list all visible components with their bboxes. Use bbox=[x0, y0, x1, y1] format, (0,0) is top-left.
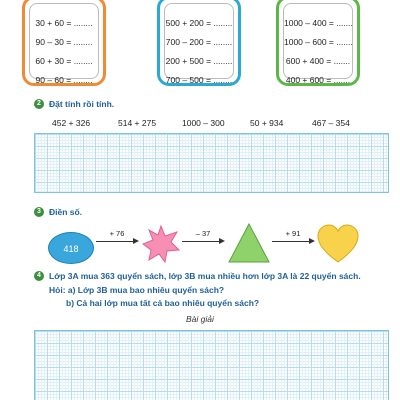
expression-1: 452 + 326 bbox=[52, 118, 91, 128]
question-3-title: Điền số. bbox=[49, 207, 83, 217]
solution-label: Bài giải bbox=[186, 314, 214, 324]
operation-1: + 76 bbox=[109, 229, 125, 238]
exercise-box-1: 30 + 60 = ........ 90 – 30 = ........ 60… bbox=[22, 0, 106, 86]
question-3-badge: 3 bbox=[34, 207, 44, 217]
box-3-row: 1000 – 400 = ....... bbox=[284, 18, 353, 28]
exercise-box-3: 1000 – 400 = ....... 1000 – 600 = ......… bbox=[276, 0, 360, 86]
box-1-row: 90 – 60 = ........ bbox=[35, 75, 93, 85]
arrow-3-head bbox=[309, 238, 315, 244]
expression-4: 50 + 934 bbox=[250, 118, 284, 128]
arrow-3-line bbox=[272, 241, 310, 242]
exercise-box-2: 500 + 200 = ........ 700 – 200 = .......… bbox=[157, 0, 241, 86]
start-value-oval: 418 bbox=[48, 232, 94, 264]
expression-3: 1000 – 300 bbox=[182, 118, 225, 128]
expression-5: 467 – 354 bbox=[312, 118, 350, 128]
box-2-row: 700 – 500 = ........ bbox=[165, 75, 233, 85]
arrow-2-line bbox=[182, 241, 220, 242]
box-2-row: 500 + 200 = ........ bbox=[165, 18, 233, 28]
triangle-answer-shape[interactable] bbox=[227, 222, 271, 264]
box-3-row: 400 + 600 = ....... bbox=[285, 75, 351, 85]
box-1-row: 90 – 30 = ........ bbox=[35, 37, 93, 47]
box-2-row: 700 – 200 = ........ bbox=[165, 37, 233, 47]
number-chain: 418 + 76 – 37 + 91 bbox=[0, 220, 400, 270]
question-4-problem: Lớp 3A mua 363 quyển sách, lớp 3B mua nh… bbox=[49, 271, 361, 281]
box-2-row: 200 + 500 = ........ bbox=[165, 56, 233, 66]
box-1-row: 60 + 30 = ........ bbox=[35, 56, 93, 66]
question-4-part-b: b) Cả hai lớp mua tất cả bao nhiêu quyển… bbox=[66, 298, 260, 308]
arrow-1-head bbox=[133, 238, 139, 244]
question-4-part-a: Hỏi: a) Lớp 3B mua bao nhiêu quyển sách? bbox=[49, 285, 225, 295]
question-2-title: Đặt tính rồi tính. bbox=[49, 99, 115, 109]
exercise-box-2-inner: 500 + 200 = ........ 700 – 200 = .......… bbox=[164, 3, 234, 85]
exercise-box-3-inner: 1000 – 400 = ....... 1000 – 600 = ......… bbox=[283, 3, 353, 85]
box-1-row: 30 + 60 = ........ bbox=[35, 18, 93, 28]
arrow-2-head bbox=[219, 238, 225, 244]
box-3-row: 1000 – 600 = ....... bbox=[284, 37, 353, 47]
star-answer-shape[interactable] bbox=[141, 224, 181, 264]
exercise-box-1-inner: 30 + 60 = ........ 90 – 30 = ........ 60… bbox=[29, 3, 99, 85]
working-grid-q2[interactable] bbox=[34, 133, 389, 193]
question-4-badge: 4 bbox=[34, 271, 44, 281]
box-3-row: 600 + 400 = ....... bbox=[285, 56, 351, 66]
operation-2: – 37 bbox=[195, 229, 211, 238]
arrow-1-line bbox=[96, 241, 134, 242]
heart-answer-shape[interactable] bbox=[316, 224, 360, 264]
working-grid-q4[interactable] bbox=[34, 330, 389, 400]
question-2-badge: 2 bbox=[34, 99, 44, 109]
expression-2: 514 + 275 bbox=[118, 118, 157, 128]
operation-3: + 91 bbox=[285, 229, 301, 238]
